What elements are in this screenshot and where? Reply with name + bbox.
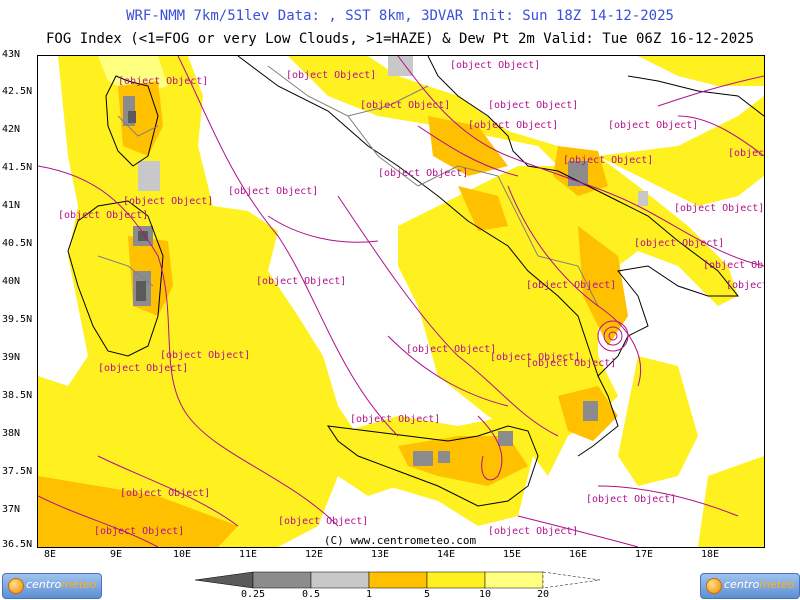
contour-label: [object Object] — [160, 350, 250, 361]
contour-label: [object Object] — [468, 120, 558, 131]
lat-label: 40.5N — [2, 238, 33, 249]
contour-label: [object Object] — [703, 260, 764, 271]
contour-label: [object Object] — [490, 352, 580, 363]
contour-label: [object Object] — [563, 155, 653, 166]
lat-label: 43N — [2, 49, 21, 60]
contour-label: [object Object] — [94, 526, 184, 537]
lon-label: 17E — [634, 549, 654, 560]
legend-swatch — [426, 571, 486, 589]
contour-label: [object Object] — [286, 70, 376, 81]
globe-icon — [706, 578, 722, 594]
centrometeo-logo-right[interactable]: centrometeo — [700, 573, 800, 599]
copyright-text: (C) www.centrometeo.com — [323, 534, 477, 547]
lat-label: 39N — [2, 352, 21, 363]
legend-swatch — [368, 571, 428, 589]
contour-label: [object Object] — [728, 148, 764, 159]
contour-labels: [object Object] [object Object] [object … — [58, 60, 764, 537]
logo-text-part1: centro — [724, 578, 760, 591]
contour-label: [object Object] — [488, 100, 578, 111]
logo-text-part2: meteo — [61, 578, 97, 591]
globe-icon — [8, 578, 24, 594]
legend-label: 20 — [536, 589, 550, 600]
contour-label: [object Object] — [120, 488, 210, 499]
model-title: WRF-NMM 7km/51lev Data: , SST 8km, 3DVAR… — [126, 8, 674, 24]
lon-label: 15E — [502, 549, 522, 560]
regional-borders — [97, 65, 599, 307]
lon-label: 18E — [700, 549, 720, 560]
contour-label: [object Object] — [228, 186, 318, 197]
lon-label: 8E — [43, 549, 57, 560]
centrometeo-logo-left[interactable]: centrometeo — [2, 573, 102, 599]
contour-label: [object Object] — [526, 358, 616, 369]
legend-swatch-above-20 — [542, 571, 601, 589]
legend-swatch-below-0.25 — [195, 571, 254, 589]
contour-label: [object Object] — [608, 120, 698, 131]
fog-index-map: [object Object] [object Object] [object … — [38, 56, 764, 547]
lat-label: 38.5N — [2, 390, 33, 401]
lon-label: 9E — [109, 549, 123, 560]
contour-label: [object Object] — [256, 276, 346, 287]
lat-label: 36.5N — [2, 539, 33, 550]
lat-label: 42N — [2, 124, 21, 135]
lat-label: 40N — [2, 276, 21, 287]
dewpoint-contours — [38, 56, 764, 547]
lat-label: 37N — [2, 504, 21, 515]
contour-label: [object Object] — [634, 238, 724, 249]
lon-label: 10E — [172, 549, 192, 560]
lon-label: 16E — [568, 549, 588, 560]
contour-label: [object Object] — [406, 344, 496, 355]
contour-label: [object Object] — [98, 363, 188, 374]
map-panel: [object Object] [object Object] [object … — [37, 55, 765, 548]
contour-label: [object Object] — [586, 494, 676, 505]
coastlines — [67, 56, 764, 507]
lat-label: 39.5N — [2, 314, 33, 325]
haze-fields — [38, 56, 764, 547]
lon-label: 14E — [436, 549, 456, 560]
lat-label: 37.5N — [2, 466, 33, 477]
legend-label: 0.5 — [301, 589, 321, 600]
contour-label: [object Object] — [674, 203, 764, 214]
lat-label: 38N — [2, 428, 21, 439]
lon-label: 11E — [238, 549, 258, 560]
lon-label: 12E — [304, 549, 324, 560]
legend-label: 0.25 — [240, 589, 266, 600]
legend-swatch — [484, 571, 544, 589]
lat-label: 42.5N — [2, 86, 33, 97]
fog-index-legend — [195, 571, 601, 589]
legend-label: 1 — [365, 589, 373, 600]
logo-text-part2: meteo — [759, 578, 795, 591]
legend-swatch — [310, 571, 370, 589]
contour-label: [object Object] — [350, 414, 440, 425]
legend-swatch — [252, 571, 312, 589]
contour-label: [object Object] — [488, 526, 578, 537]
contour-label: [object Object] — [726, 280, 764, 291]
lat-label: 41N — [2, 200, 21, 211]
logo-text-part1: centro — [26, 578, 62, 591]
contour-label: [object Object] — [450, 60, 540, 71]
contour-label: [object Object] — [278, 516, 368, 527]
contour-label: [object Object] — [378, 168, 468, 179]
legend-label: 5 — [423, 589, 431, 600]
contour-label: [object Object] — [360, 100, 450, 111]
contour-label: [object Object] — [58, 210, 148, 221]
contour-label: [object Object] — [123, 196, 213, 207]
lon-label: 13E — [370, 549, 390, 560]
legend-label: 10 — [478, 589, 492, 600]
contour-label: [object Object] — [118, 76, 208, 87]
contour-label: [object Object] — [526, 280, 616, 291]
lat-label: 41.5N — [2, 162, 33, 173]
product-title: FOG Index (<1=FOG or very Low Clouds, >1… — [45, 31, 754, 47]
